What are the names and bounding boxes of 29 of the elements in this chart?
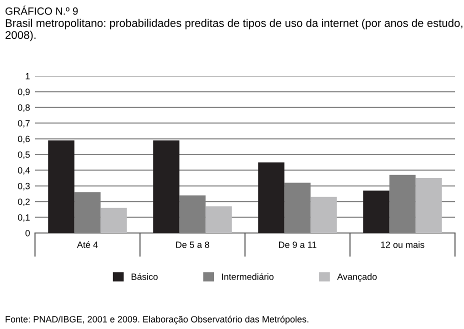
bar — [153, 140, 180, 233]
legend-label: Avançado — [337, 273, 377, 282]
bar — [416, 178, 442, 233]
legend-label: Básico — [132, 273, 158, 280]
x-tick-label: De 9 a 11 — [279, 242, 316, 248]
y-tick-label: 0 — [25, 230, 30, 236]
y-tick-label: 0,4 — [18, 167, 30, 175]
y-tick-label: 1 — [26, 73, 30, 80]
y-tick-label: 0,1 — [18, 214, 30, 222]
bar — [258, 162, 284, 233]
bar — [48, 140, 74, 233]
bar — [310, 196, 337, 233]
y-tick-label: 0,6 — [18, 136, 30, 144]
chart-subtitle: Brasil metropolitano: probabilidades preditas de tipos de uso da internet (por anos de estudo, 2008). — [6, 18, 462, 42]
y-tick-label: 0,5 — [18, 151, 30, 159]
y-tick-label: 0,9 — [18, 88, 30, 96]
y-tick-label: 0,3 — [18, 182, 30, 190]
bar — [363, 190, 390, 233]
y-tick-label: 0,2 — [18, 198, 30, 206]
source-note: Fonte: PNAD/IBGE, 2001 e 2009. Elaboração Observatório das Metrópoles. — [6, 316, 308, 324]
bar — [206, 206, 232, 233]
x-tick-label: De 5 a 8 — [176, 242, 210, 248]
y-tick-label: 0,7 — [18, 120, 30, 128]
chart-title: GRÁFICO N.º 9 — [6, 6, 78, 15]
y-tick-label: 0,8 — [18, 104, 30, 112]
x-tick-label: Até 4 — [76, 241, 98, 248]
bar — [100, 208, 127, 233]
legend-label: Intermediário — [222, 273, 274, 280]
x-tick-label: 12 ou mais — [381, 241, 424, 248]
